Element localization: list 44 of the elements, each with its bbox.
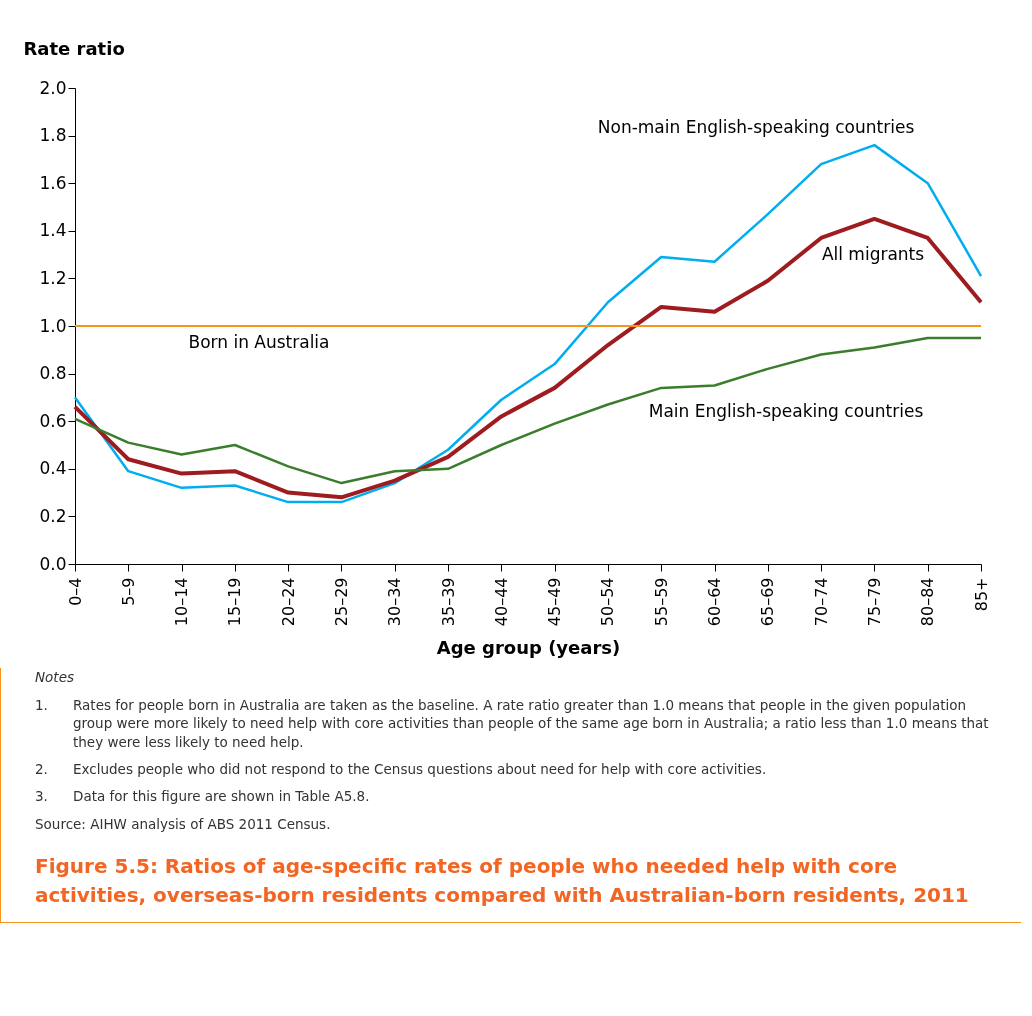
ref-line-label: Born in Australia bbox=[188, 332, 330, 352]
source-note: Source: AIHW analysis of ABS 2011 Census. bbox=[35, 815, 332, 834]
text: 3. Data for this figure are shown in Table A5.8. bbox=[35, 788, 370, 805]
y-tick-label: 1.6 bbox=[39, 172, 67, 193]
text: 1. Rates for people born in Australia are taken as the baseline. A rate ratio greater than 1.0 means that people in the given population group were more likely to need help with core activities than people of the same age born in Australia; a ratio less than 1.0 means that they were less likely to need help. bbox=[35, 697, 989, 750]
x-tick-label: 85+ bbox=[971, 577, 991, 612]
line-series bbox=[73, 336, 983, 485]
x-tick-label: 80–84 bbox=[918, 577, 938, 627]
text: Notes bbox=[35, 668, 75, 687]
x-tick-label: 60–64 bbox=[705, 577, 725, 627]
x-tick-label: 40–44 bbox=[491, 577, 511, 627]
x-tick-label: 5–9 bbox=[118, 577, 138, 606]
y-tick-label: 1.4 bbox=[39, 220, 67, 241]
y-tick-label: 0.0 bbox=[39, 553, 67, 574]
x-tick-label: 75–79 bbox=[864, 577, 884, 627]
x-tick-label: 15–19 bbox=[225, 577, 245, 627]
y-tick-label: 2.0 bbox=[39, 77, 67, 98]
y-tick-label: 0.4 bbox=[39, 458, 67, 479]
x-tick-label: 25–29 bbox=[331, 577, 351, 627]
line-series bbox=[73, 216, 983, 500]
y-tick-label: 0.6 bbox=[39, 410, 67, 431]
x-tick-label: 65–69 bbox=[758, 577, 778, 627]
series-label: All migrants bbox=[821, 244, 925, 264]
x-tick-label: 55–59 bbox=[651, 577, 671, 627]
x-tick-label: 35–39 bbox=[438, 577, 458, 627]
y-tick-label: 0.2 bbox=[39, 505, 67, 526]
line-series bbox=[73, 143, 983, 504]
x-tick-label: 20–24 bbox=[278, 577, 298, 627]
x-tick-label: 0–4 bbox=[65, 577, 85, 606]
y-tick-label: 0.8 bbox=[39, 363, 67, 384]
x-axis-title: Age group (years) bbox=[436, 637, 621, 659]
series-label: Main English-speaking countries bbox=[648, 401, 924, 421]
text: 2. Excludes people who did not respond to the Census questions about need for help with core activities. bbox=[35, 760, 767, 777]
series-label: Non-main English-speaking countries bbox=[597, 117, 915, 137]
x-tick-label: 10–14 bbox=[172, 577, 192, 627]
x-tick-label: 50–54 bbox=[598, 577, 618, 627]
x-tick-label: 30–34 bbox=[385, 577, 405, 627]
y-tick-label: 1.2 bbox=[39, 267, 67, 288]
y-tick-label: 1.8 bbox=[39, 125, 67, 146]
y-axis-title: Rate ratio bbox=[23, 37, 125, 59]
text: Figure 5.5: Ratios of age-specific rates of people who needed help with core activities, overseas-born residents compared with Australian-born residents, 2011 bbox=[35, 852, 970, 909]
x-tick-label: 45–49 bbox=[545, 577, 565, 627]
x-tick-label: 70–74 bbox=[811, 577, 831, 627]
y-tick-label: 1.0 bbox=[39, 315, 67, 336]
